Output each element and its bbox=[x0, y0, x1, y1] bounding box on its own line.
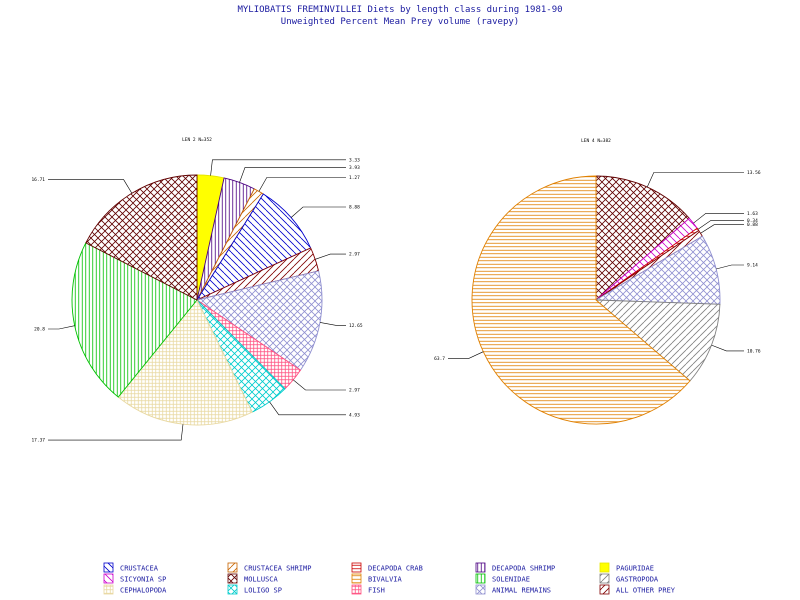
slice-value-label: 8.88 bbox=[349, 205, 360, 211]
legend-label: DECAPODA CRAB bbox=[368, 565, 423, 573]
leader-line bbox=[258, 177, 346, 192]
legend-label: CRUSTACEA bbox=[120, 565, 159, 573]
leader-line bbox=[448, 351, 484, 359]
leader-line bbox=[48, 325, 75, 330]
slice-value-label: 9.14 bbox=[747, 263, 758, 269]
slice-value-label: 2.97 bbox=[349, 252, 360, 258]
legend-item-mollusca: MOLLUSCA bbox=[227, 573, 279, 584]
legend-swatch bbox=[103, 573, 114, 584]
legend-label: MOLLUSCA bbox=[244, 576, 279, 584]
leader-line bbox=[315, 253, 346, 260]
legend-label: FISH bbox=[368, 587, 385, 595]
legend-swatch bbox=[351, 573, 362, 584]
legend-swatch bbox=[351, 584, 362, 595]
slice-value-label: 3.33 bbox=[349, 157, 360, 163]
chart-title: MYLIOBATIS FREMINVILLEI Diets by length … bbox=[237, 5, 562, 15]
legend-label: CEPHALOPODA bbox=[120, 587, 167, 595]
slice-value-label: 1.63 bbox=[747, 211, 758, 217]
leader-line bbox=[48, 179, 133, 194]
legend-item-solenidae: SOLENIDAE bbox=[475, 573, 530, 584]
legend-item-paguridae: PAGURIDAE bbox=[599, 562, 654, 573]
legend-swatch bbox=[599, 573, 610, 584]
legend-item-gastropoda: GASTROPODA bbox=[599, 573, 659, 584]
legend-swatch bbox=[103, 562, 114, 573]
chart-subtitle: Unweighted Percent Mean Prey volume (rav… bbox=[281, 17, 519, 27]
slice-value-label: 63.7 bbox=[434, 356, 445, 362]
legend-item-decapoda-crab: DECAPODA CRAB bbox=[351, 562, 423, 573]
slice-value-label: 16.71 bbox=[31, 177, 45, 183]
legend-swatch bbox=[351, 562, 362, 573]
pie-slice-solenidae bbox=[71, 242, 198, 398]
legend-swatch bbox=[227, 573, 238, 584]
legend-item-loligo-sp: LOLIGO SP bbox=[227, 584, 282, 595]
leader-line bbox=[646, 172, 744, 188]
pie-2: LEN 4 N=382 13.56 1.630.340.88 9.14 10.76 63.… bbox=[434, 138, 761, 425]
legend-label: BIVALVIA bbox=[368, 576, 403, 584]
legend-item-sicyonia-sp: SICYONIA SP bbox=[103, 573, 166, 584]
legend-swatch bbox=[599, 562, 610, 573]
legend-swatch bbox=[599, 584, 610, 595]
legend-item-animal-remains: ANIMAL REMAINS bbox=[475, 584, 551, 595]
pie-label: LEN 4 N=382 bbox=[581, 138, 611, 144]
legend: CRUSTACEA CRUSTACEA SHRIMP DECAPODA CRAB DE… bbox=[103, 562, 676, 595]
legend-swatch bbox=[227, 562, 238, 573]
legend-item-bivalvia: BIVALVIA bbox=[351, 573, 403, 584]
leader-line bbox=[269, 401, 346, 416]
leader-line bbox=[693, 213, 744, 224]
pie-1: LEN 2 N=352 3.33 3.93 1.27 8.88 2.97 12.65 2.97… bbox=[31, 137, 362, 444]
pie-slice-animal-remains bbox=[195, 270, 323, 371]
legend-label: LOLIGO SP bbox=[244, 587, 282, 595]
legend-item-crustacea: CRUSTACEA bbox=[103, 562, 159, 573]
slice-value-label: 0.88 bbox=[747, 222, 758, 228]
slice-value-label: 17.37 bbox=[31, 438, 45, 444]
legend-item-crustacea-shrimp: CRUSTACEA SHRIMP bbox=[227, 562, 311, 573]
legend-label: SICYONIA SP bbox=[120, 576, 166, 584]
leader-line bbox=[293, 379, 346, 391]
slice-value-label: 10.76 bbox=[747, 348, 761, 354]
leader-line bbox=[48, 424, 184, 441]
legend-label: PAGURIDAE bbox=[616, 565, 654, 573]
leader-line bbox=[319, 322, 346, 326]
slice-value-label: 4.93 bbox=[349, 412, 360, 418]
leader-line bbox=[210, 159, 346, 176]
leader-line bbox=[700, 224, 744, 234]
legend-swatch bbox=[227, 584, 238, 595]
pie-slice-mollusca bbox=[85, 174, 198, 301]
leader-line bbox=[239, 167, 346, 183]
legend-label: SOLENIDAE bbox=[492, 576, 530, 584]
pie-label: LEN 2 N=352 bbox=[182, 137, 212, 143]
legend-label: DECAPODA SHRIMP bbox=[492, 565, 555, 573]
slice-value-label: 2.97 bbox=[349, 388, 360, 394]
legend-label: GASTROPODA bbox=[616, 576, 659, 584]
legend-item-decapoda-shrimp: DECAPODA SHRIMP bbox=[475, 562, 555, 573]
slice-value-label: 12.65 bbox=[349, 323, 363, 329]
slice-value-label: 3.93 bbox=[349, 165, 360, 171]
legend-label: CRUSTACEA SHRIMP bbox=[244, 565, 311, 573]
legend-swatch bbox=[103, 584, 114, 595]
leader-line bbox=[711, 344, 744, 352]
legend-item-cephalopoda: CEPHALOPODA bbox=[103, 584, 167, 595]
slice-value-label: 20.8 bbox=[34, 327, 45, 333]
legend-swatch bbox=[475, 562, 486, 573]
leader-line bbox=[697, 220, 744, 230]
legend-swatch bbox=[475, 584, 486, 595]
pies-layer: LEN 2 N=352 3.33 3.93 1.27 8.88 2.97 12.65 2.97… bbox=[31, 137, 760, 444]
leader-line bbox=[290, 206, 346, 218]
leader-line bbox=[716, 264, 744, 270]
legend-swatch bbox=[475, 573, 486, 584]
legend-item-all-other-prey: ALL OTHER PREY bbox=[599, 584, 676, 595]
legend-item-fish: FISH bbox=[351, 584, 385, 595]
legend-label: ALL OTHER PREY bbox=[616, 587, 676, 595]
slice-value-label: 0.34 bbox=[747, 218, 758, 224]
slice-value-label: 1.27 bbox=[349, 175, 360, 181]
legend-label: ANIMAL REMAINS bbox=[492, 587, 551, 595]
slice-value-label: 13.56 bbox=[747, 170, 761, 176]
